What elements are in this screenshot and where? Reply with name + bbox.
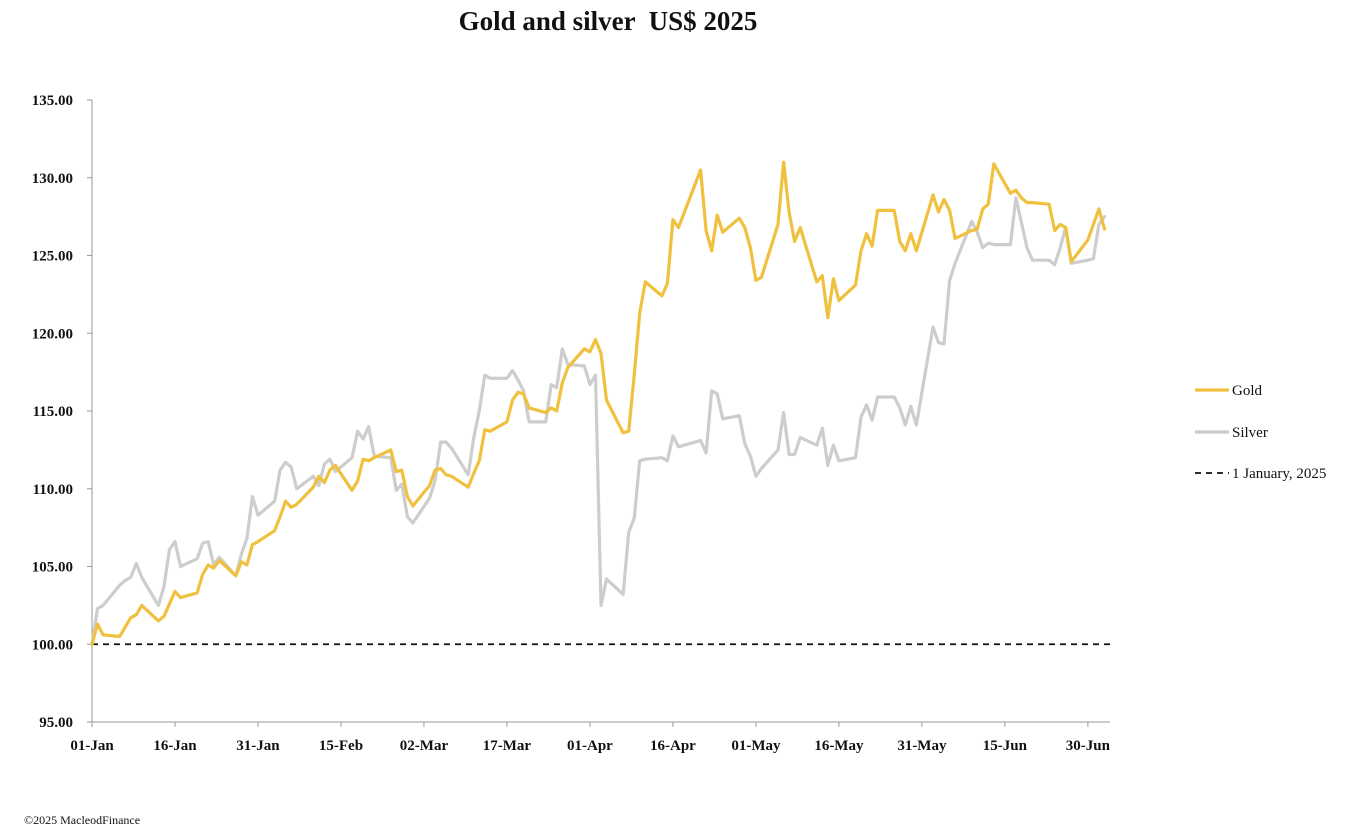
legend-label-silver: Silver bbox=[1232, 425, 1268, 441]
y-tick-label: 135.00 bbox=[32, 93, 73, 109]
y-tick-label: 95.00 bbox=[39, 715, 73, 731]
x-tick-label: 01-May bbox=[731, 738, 781, 754]
chart-title: Gold and silver US$ 2025 bbox=[458, 6, 758, 36]
x-tick-label: 31-May bbox=[897, 738, 947, 754]
y-tick-label: 120.00 bbox=[32, 326, 73, 342]
series-line-gold bbox=[90, 160, 1107, 646]
y-tick-label: 125.00 bbox=[32, 249, 73, 265]
legend-label-gold: Gold bbox=[1232, 383, 1263, 399]
y-tick-label: 105.00 bbox=[32, 560, 73, 576]
x-tick-label: 17-Mar bbox=[483, 738, 532, 754]
y-tick-label: 130.00 bbox=[32, 171, 73, 187]
x-tick-label: 16-May bbox=[814, 738, 864, 754]
x-tick-label: 16-Jan bbox=[153, 738, 197, 754]
y-tick-label: 115.00 bbox=[33, 404, 73, 420]
x-tick-label: 15-Jun bbox=[983, 738, 1028, 754]
x-tick-label: 02-Mar bbox=[400, 738, 449, 754]
legend-label-baseline: 1 January, 2025 bbox=[1232, 466, 1326, 482]
x-tick-label: 31-Jan bbox=[236, 738, 280, 754]
y-tick-label: 100.00 bbox=[32, 637, 73, 653]
x-tick-label: 01-Apr bbox=[567, 738, 613, 754]
x-tick-label: 16-Apr bbox=[650, 738, 696, 754]
x-tick-label: 15-Feb bbox=[319, 738, 363, 754]
series-line-silver bbox=[90, 196, 1107, 646]
y-tick-label: 110.00 bbox=[33, 482, 73, 498]
x-tick-label: 01-Jan bbox=[70, 738, 114, 754]
x-tick-label: 30-Jun bbox=[1066, 738, 1111, 754]
credit-text: ©2025 MacleodFinance bbox=[24, 813, 141, 827]
